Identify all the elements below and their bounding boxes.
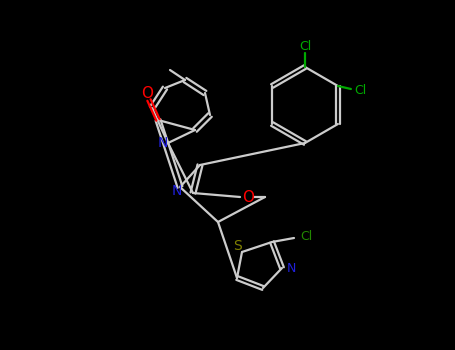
Text: N: N	[172, 184, 182, 198]
Text: Cl: Cl	[299, 40, 311, 52]
Text: Cl: Cl	[354, 84, 366, 97]
Text: Cl: Cl	[300, 230, 312, 243]
Text: O: O	[141, 85, 153, 100]
Text: N: N	[158, 136, 168, 150]
Text: O: O	[242, 189, 254, 204]
Text: N: N	[286, 262, 296, 275]
Text: S: S	[233, 239, 243, 253]
